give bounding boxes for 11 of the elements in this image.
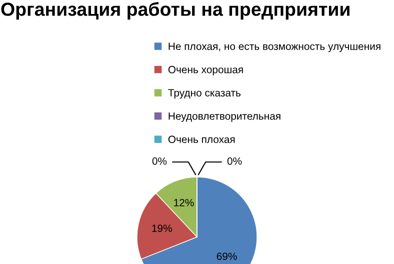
data-label: 19% (152, 224, 172, 232)
text: 0% (227, 157, 242, 165)
data-label: 69% (216, 252, 237, 260)
legend-label: Очень плохая (168, 136, 235, 144)
text: 0% (152, 157, 167, 165)
legend-label: Не плохая, но есть возможность улучшения (168, 42, 380, 52)
data-label: 12% (174, 198, 194, 206)
legend-label: Неудовлетворительная (168, 112, 280, 122)
legend-label: Трудно сказать (168, 89, 241, 99)
legend-label: Очень хорошая (168, 66, 243, 76)
chart-title: Организация работы на предприятии (1, 2, 350, 20)
